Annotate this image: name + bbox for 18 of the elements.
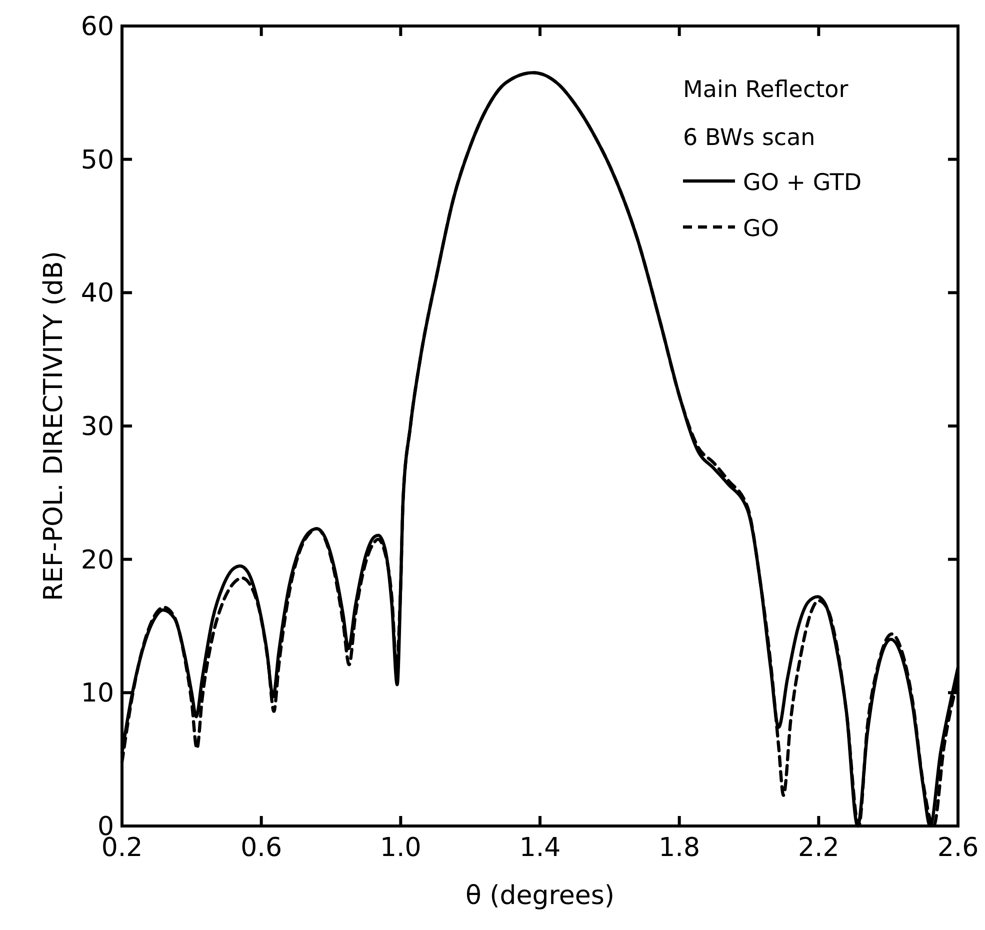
- y-tick-label: 10: [80, 678, 114, 709]
- legend-label: GO + GTD: [743, 170, 862, 196]
- x-tick-label: 0.6: [240, 833, 282, 863]
- y-axis-title: REF-POL. DIRECTIVITY (dB): [39, 251, 69, 601]
- y-tick-label: 20: [80, 545, 114, 576]
- y-tick-label: 60: [80, 12, 114, 42]
- x-tick-label: 1.8: [658, 833, 700, 863]
- annotation: 6 BWs scan: [683, 125, 816, 151]
- x-tick-label: 1.4: [519, 833, 561, 863]
- x-axis-title: θ (degrees): [465, 881, 615, 911]
- x-tick-label: 2.2: [798, 833, 840, 863]
- x-tick-label: 1.0: [380, 833, 422, 863]
- y-tick-label: 50: [80, 145, 114, 176]
- y-tick-label: 40: [80, 278, 114, 309]
- x-tick-label: 2.6: [937, 833, 979, 863]
- annotation: Main Reflector: [683, 77, 849, 103]
- legend-label: GO: [743, 216, 779, 242]
- y-tick-label: 30: [80, 412, 114, 442]
